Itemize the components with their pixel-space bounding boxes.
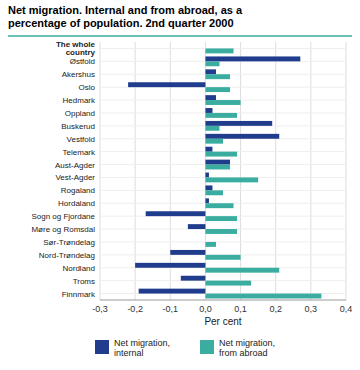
category-label: Vest-Agder xyxy=(55,173,95,182)
category-label: Troms xyxy=(73,277,95,286)
category-label: Møre og Romsdal xyxy=(31,225,95,234)
bar xyxy=(205,185,212,190)
bar xyxy=(205,229,237,234)
grid-line xyxy=(346,42,347,300)
bar xyxy=(205,237,206,242)
bar xyxy=(205,121,272,126)
bar xyxy=(135,263,205,268)
category-label: Finnmark xyxy=(62,290,96,299)
category-label: Vestfold xyxy=(67,135,95,144)
bar xyxy=(205,48,233,53)
bar xyxy=(205,134,279,139)
grid-line xyxy=(240,42,241,300)
category-label: The wholecountry xyxy=(56,40,96,57)
category-label: Aust-Agder xyxy=(55,161,95,170)
bar xyxy=(205,198,209,203)
category-label: Sogn og Fjordane xyxy=(31,212,95,221)
bar xyxy=(146,211,206,216)
legend-swatch xyxy=(95,340,109,354)
x-label: Per cent xyxy=(204,316,241,327)
category-label: Hordaland xyxy=(58,199,95,208)
grid-line xyxy=(135,42,136,300)
category-label: Nord-Trøndelag xyxy=(39,251,95,260)
category-label: Oslo xyxy=(79,83,96,92)
bar xyxy=(188,224,206,229)
bar xyxy=(205,281,251,286)
category-label: Rogaland xyxy=(61,186,95,195)
bar xyxy=(205,216,237,221)
grid-line xyxy=(310,42,311,300)
bar xyxy=(205,113,237,118)
bar xyxy=(205,126,219,131)
grid-line xyxy=(170,42,171,300)
bar xyxy=(205,255,240,260)
tick-label: -0,3 xyxy=(92,304,108,314)
bar xyxy=(139,289,206,294)
category-label: Sør-Trøndelag xyxy=(43,238,95,247)
bar xyxy=(205,87,230,92)
bar xyxy=(205,177,258,182)
bar xyxy=(205,294,321,299)
bar xyxy=(205,95,216,100)
bar xyxy=(170,250,205,255)
bar xyxy=(205,268,279,273)
bar xyxy=(128,82,205,87)
legend-label: Net migration,internal xyxy=(114,338,170,358)
category-label: Hedmark xyxy=(63,96,96,105)
bar xyxy=(205,44,206,49)
legend-swatch xyxy=(200,340,214,354)
bar xyxy=(205,147,212,152)
category-label: Nordland xyxy=(63,264,95,273)
bar xyxy=(205,160,230,165)
grid-line xyxy=(205,42,206,300)
title: Net migration. Internal and from abroad,… xyxy=(8,4,243,29)
bar xyxy=(205,69,216,74)
legend: Net migration,internal Net migration,from… xyxy=(95,338,275,358)
tick-label: 0,3 xyxy=(305,304,318,314)
bar xyxy=(205,56,300,61)
x-axis xyxy=(100,300,346,301)
bar xyxy=(205,74,230,79)
tick-label: 0,2 xyxy=(269,304,282,314)
category-label: Østfold xyxy=(70,57,95,66)
tick-label: 0,1 xyxy=(234,304,247,314)
grid-line xyxy=(100,42,101,300)
grid-line xyxy=(100,241,346,242)
grid-line xyxy=(275,42,276,300)
category-label: Buskerud xyxy=(61,122,95,131)
chart: Net migration. Internal and from abroad,… xyxy=(0,0,360,370)
bar xyxy=(205,152,237,157)
bar xyxy=(205,190,223,195)
tick-label: -0,2 xyxy=(127,304,143,314)
bars xyxy=(128,48,321,298)
bar xyxy=(205,203,233,208)
category-label: Oppland xyxy=(65,109,95,118)
tick-label: 0,4 xyxy=(340,304,353,314)
bar xyxy=(205,100,240,105)
category-label: Akershus xyxy=(62,70,95,79)
tick-label: -0,1 xyxy=(163,304,179,314)
bar xyxy=(205,61,219,66)
bar xyxy=(205,139,223,144)
bar xyxy=(205,165,230,170)
tick-label: 0,0 xyxy=(199,304,212,314)
bar xyxy=(205,108,212,113)
bar xyxy=(205,242,216,247)
grid xyxy=(100,42,346,300)
category-label: Telemark xyxy=(63,148,96,157)
bar xyxy=(205,173,209,178)
legend-label: Net migration,from abroad xyxy=(219,338,275,358)
separator xyxy=(8,35,352,37)
bar xyxy=(181,276,206,281)
